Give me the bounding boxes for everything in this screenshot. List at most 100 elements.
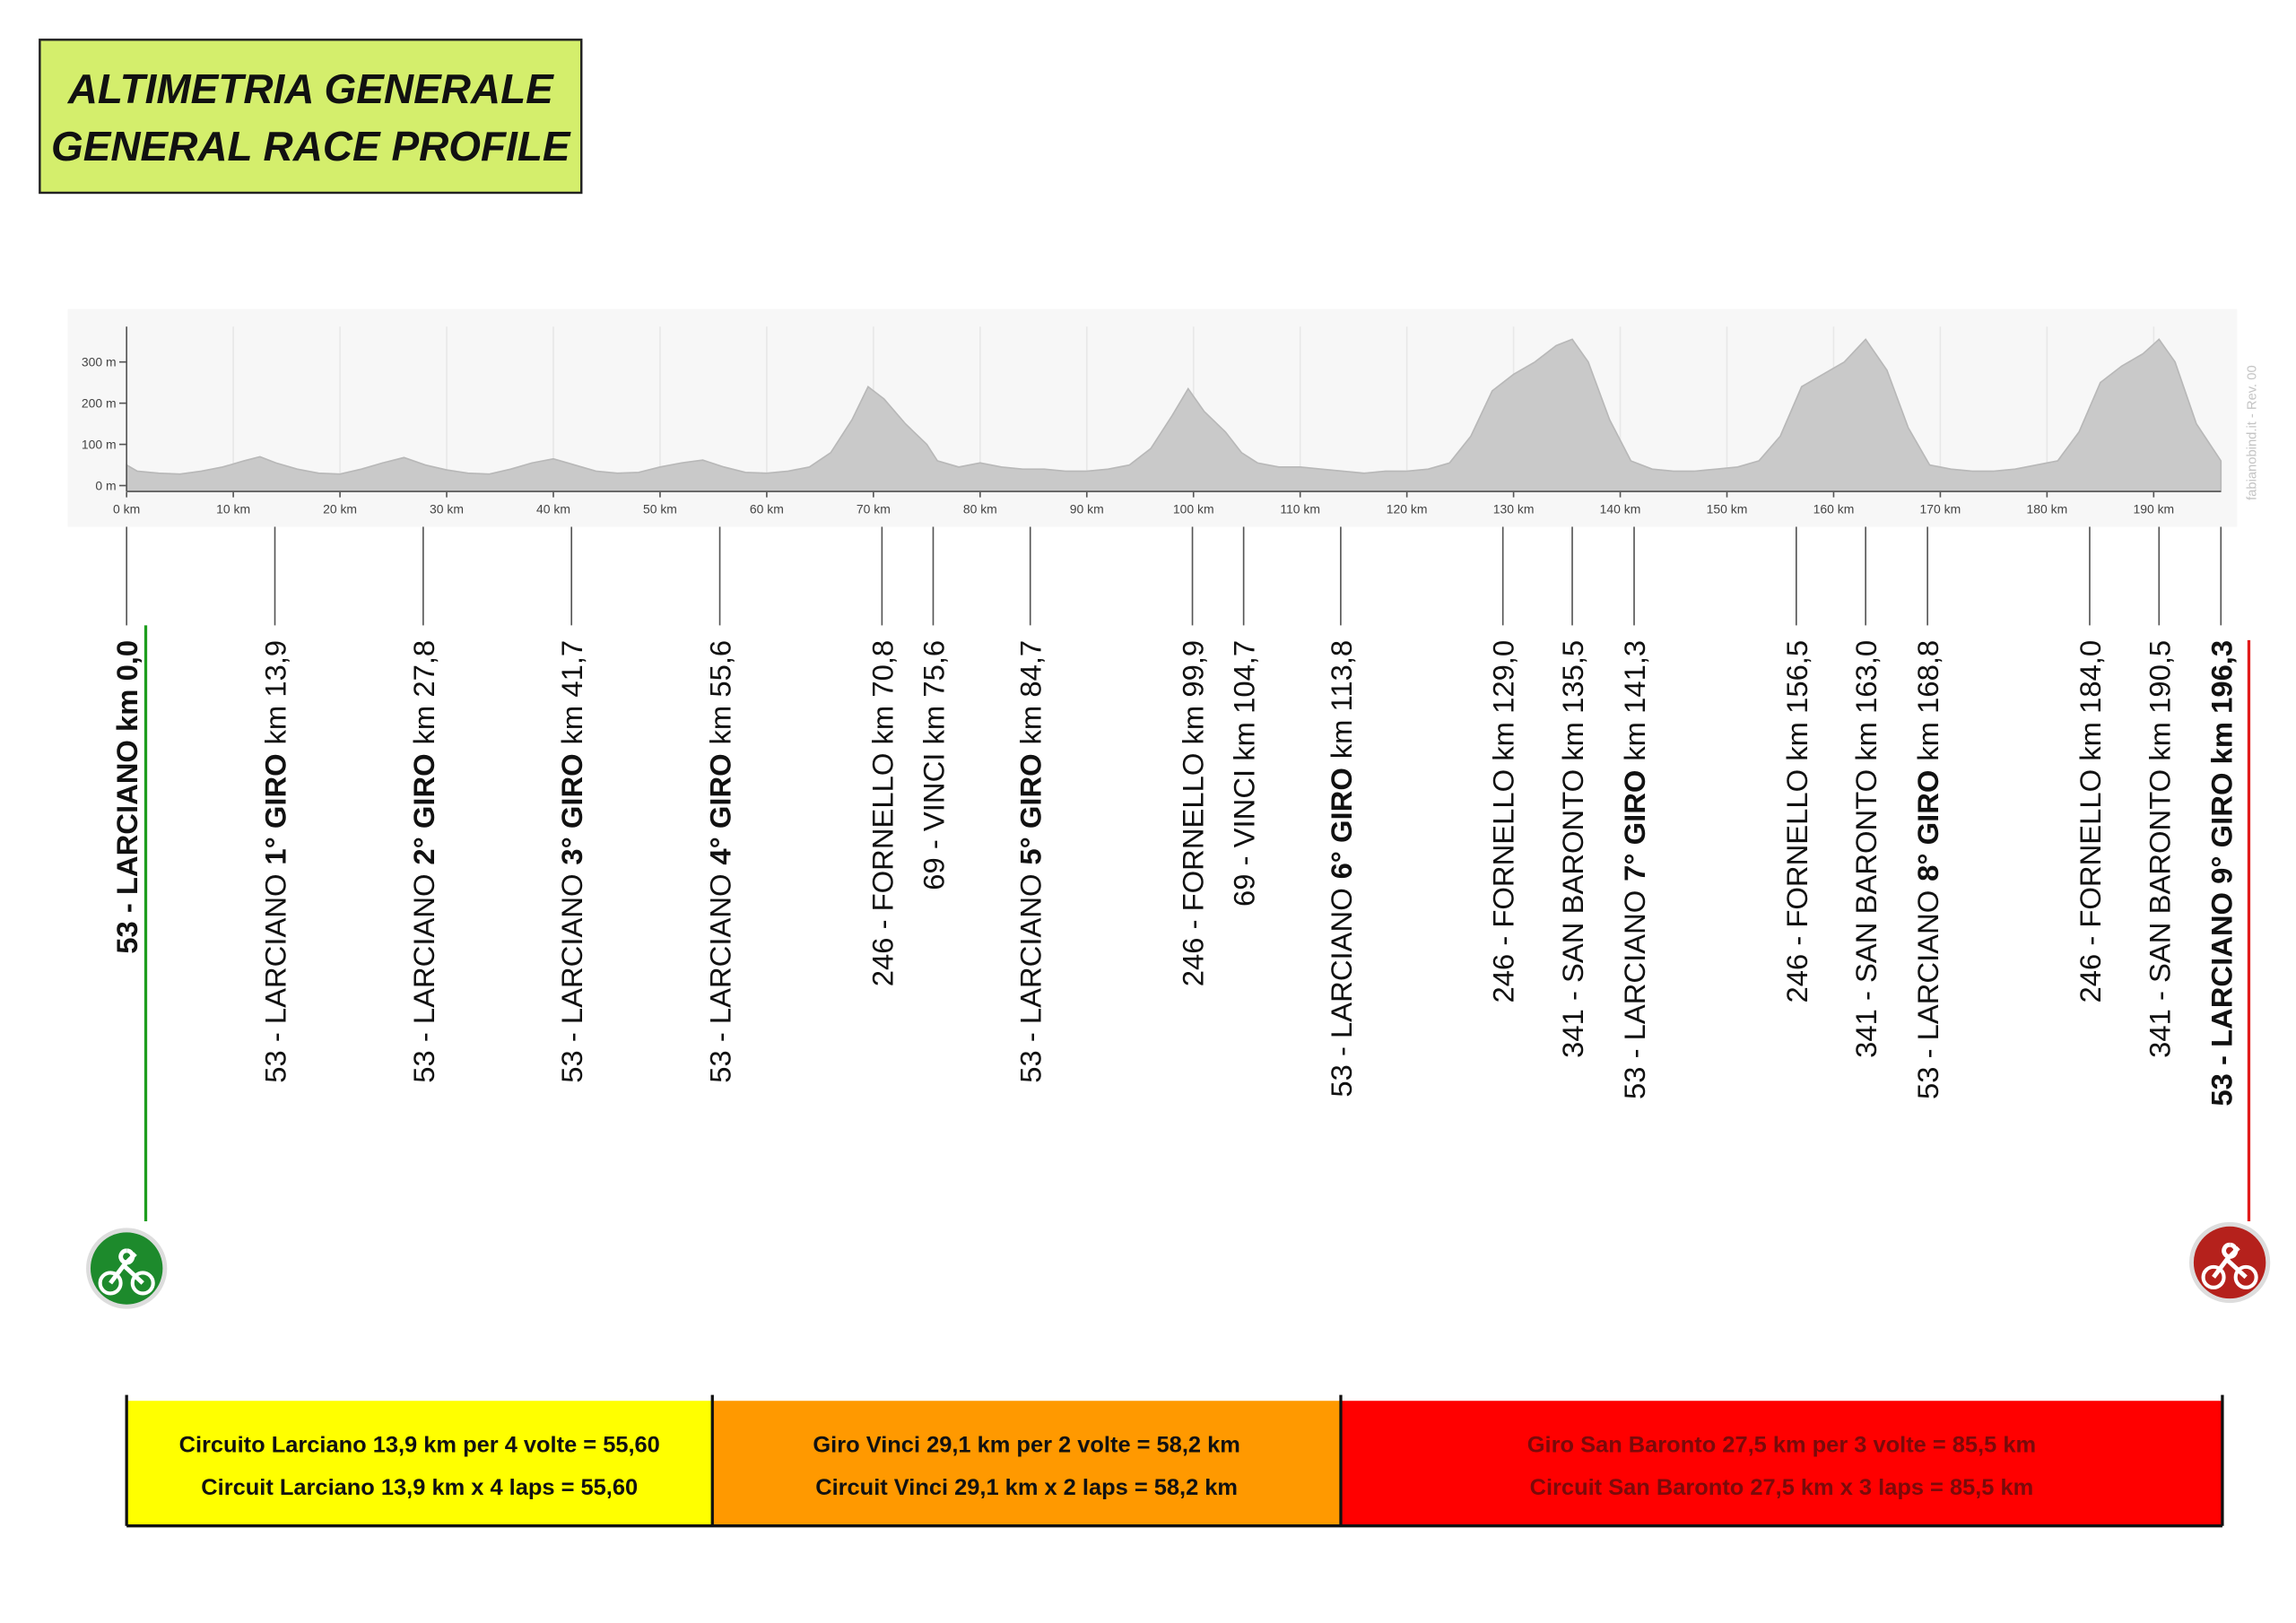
waypoint-label: 53 - LARCIANO 2° GIRO km 27,8 (406, 640, 439, 1083)
waypoint-label-part: km 55,6 (703, 640, 736, 745)
x-tick-label: 100 km (1173, 502, 1214, 516)
waypoint-label-part: 341 - SAN BARONTO km 135,5 (1556, 640, 1589, 1058)
waypoint-label-part: 53 - LARCIANO (1618, 890, 1651, 1099)
circuit-text: Circuito Larciano 13,9 km per 4 volte = … (179, 1433, 660, 1458)
waypoint-label-part: 3° GIRO (555, 753, 588, 864)
waypoint-label: 246 - FORNELLO km 99,9 (1176, 640, 1209, 986)
waypoint-label: 246 - FORNELLO km 70,8 (865, 640, 899, 986)
circuit-text: Circuit San Baronto 27,5 km x 3 laps = 8… (1530, 1475, 2034, 1500)
waypoint-label: 341 - SAN BARONTO km 163,0 (1849, 640, 1883, 1058)
title: ALTIMETRIA GENERALE (67, 65, 554, 112)
circuit-text: Circuit Larciano 13,9 km x 4 laps = 55,6… (201, 1475, 638, 1500)
watermark: fabianobind.it - Rev. 00 (2246, 365, 2260, 500)
start-icon (86, 1228, 168, 1309)
waypoint-label-part: 246 - FORNELLO km 184,0 (2073, 640, 2106, 1003)
circuit-text: Circuit Vinci 29,1 km x 2 laps = 58,2 km (815, 1475, 1238, 1500)
x-tick-label: 120 km (1387, 502, 1428, 516)
y-tick-label: 0 m (95, 478, 116, 492)
x-tick-label: 60 km (750, 502, 784, 516)
x-tick-label: 190 km (2133, 502, 2174, 516)
x-tick-label: 80 km (963, 502, 997, 516)
plot-background (67, 308, 2238, 527)
waypoint-label-part: 341 - SAN BARONTO km 163,0 (1849, 640, 1883, 1058)
waypoint-label: 246 - FORNELLO km 184,0 (2073, 640, 2106, 1003)
waypoint-label-part: 246 - FORNELLO km 99,9 (1176, 640, 1209, 986)
waypoint-label-part: km 84,7 (1013, 640, 1047, 745)
y-tick-label: 200 m (82, 396, 117, 411)
x-tick-label: 20 km (323, 502, 357, 516)
x-tick-label: 130 km (1493, 502, 1535, 516)
waypoint-label: 53 - LARCIANO km 0,0 (110, 640, 144, 954)
waypoint-label: 246 - FORNELLO km 156,5 (1779, 640, 1813, 1003)
x-tick-label: 140 km (1600, 502, 1641, 516)
finish-icon (2188, 1221, 2271, 1304)
waypoint-label: 53 - LARCIANO 8° GIRO km 168,8 (1911, 640, 1944, 1099)
circuit-text: Giro Vinci 29,1 km per 2 volte = 58,2 km (813, 1433, 1239, 1458)
waypoint-label: 341 - SAN BARONTO km 190,5 (2143, 640, 2176, 1058)
waypoints: 53 - LARCIANO km 0,0 53 - LARCIANO 1° GIRO… (110, 526, 2238, 1107)
waypoint-label: 53 - LARCIANO 6° GIRO km 113,8 (1324, 640, 1357, 1098)
x-tick-label: 0 km (113, 502, 140, 516)
waypoint-label-part: 53 - LARCIANO (703, 873, 736, 1082)
waypoint-label-part: 341 - SAN BARONTO km 190,5 (2143, 640, 2176, 1058)
x-tick-label: 90 km (1070, 502, 1104, 516)
waypoint-label-part: 53 - LARCIANO (258, 873, 291, 1082)
waypoint-label-part: km 13,9 (258, 640, 291, 745)
waypoint-label: 69 - VINCI km 104,7 (1227, 640, 1260, 907)
waypoint-label-part: 53 - LARCIANO (406, 873, 439, 1082)
waypoint-label: 53 - LARCIANO 1° GIRO km 13,9 (258, 640, 291, 1083)
waypoint-label-part: 69 - VINCI km 104,7 (1227, 640, 1260, 907)
x-tick-label: 180 km (2027, 502, 2068, 516)
waypoint-label-part: km 113,8 (1324, 640, 1357, 759)
y-tick-label: 300 m (82, 355, 117, 369)
waypoint-label-part: 246 - FORNELLO km 129,0 (1486, 640, 1519, 1003)
circuit-text: Giro San Baronto 27,5 km per 3 volte = 8… (1527, 1433, 2036, 1458)
waypoint-label-part: 53 - LARCIANO (1013, 873, 1047, 1082)
x-tick-label: 150 km (1707, 502, 1748, 516)
x-tick-label: 160 km (1813, 502, 1855, 516)
waypoint-label: 53 - LARCIANO 5° GIRO km 84,7 (1013, 640, 1047, 1083)
x-tick-label: 70 km (857, 502, 891, 516)
waypoint-label-part: 53 - LARCIANO (1324, 888, 1357, 1097)
waypoint-label-part: 53 - LARCIANO (555, 873, 588, 1082)
circuit-box (712, 1401, 1341, 1526)
elevation-area (126, 338, 2222, 492)
title-box (39, 39, 583, 195)
waypoint-label-part: km 41,7 (555, 640, 588, 745)
plot: 0 km 10 km 20 km 30 km 40 km 50 km 60 km 70 km 8… (82, 326, 2222, 516)
title: GENERAL RACE PROFILE (51, 123, 571, 169)
waypoint-label-part: km 168,8 (1911, 640, 1944, 761)
waypoint-label-part: 69 - VINCI km 75,6 (917, 640, 950, 890)
circuit-box (126, 1401, 713, 1526)
x-tick-label: 40 km (536, 502, 570, 516)
waypoint-label-part: 53 - LARCIANO 9° GIRO km 196,3 (2205, 640, 2238, 1107)
waypoint-label-part: 4° GIRO (703, 753, 736, 864)
circuits: Circuito Larciano 13,9 km per 4 volte = … (125, 1394, 2224, 1528)
waypoint-label-part: 2° GIRO (406, 753, 439, 864)
waypoint-label-part: 53 - LARCIANO km 0,0 (110, 640, 144, 954)
x-tick-label: 30 km (430, 502, 464, 516)
waypoint-label-part: 246 - FORNELLO km 156,5 (1779, 640, 1813, 1003)
waypoint-label-part: 6° GIRO (1324, 768, 1357, 879)
waypoint-label-part: 246 - FORNELLO km 70,8 (865, 640, 899, 986)
waypoint-label: 53 - LARCIANO 3° GIRO km 41,7 (555, 640, 588, 1083)
circuit-box (1340, 1401, 2222, 1526)
waypoint-label-part: 5° GIRO (1013, 753, 1047, 864)
x-tick-label: 50 km (643, 502, 677, 516)
waypoint-label-part: 8° GIRO (1911, 770, 1944, 881)
waypoint-label-part: km 27,8 (406, 640, 439, 745)
waypoint-label-part: 53 - LARCIANO (1911, 890, 1944, 1099)
x-tick-label: 170 km (1920, 502, 1961, 516)
waypoint-label-part: km 141,3 (1618, 640, 1651, 761)
waypoint-label-part: 7° GIRO (1618, 770, 1651, 881)
x-tick-label: 110 km (1280, 502, 1320, 516)
waypoint-label: 69 - VINCI km 75,6 (917, 640, 950, 890)
waypoint-label: 246 - FORNELLO km 129,0 (1486, 640, 1519, 1003)
x-tick-label: 10 km (216, 502, 250, 516)
waypoint-label-part: 1° GIRO (258, 753, 291, 864)
waypoint-label: 53 - LARCIANO 7° GIRO km 141,3 (1618, 640, 1651, 1099)
waypoint-label: 53 - LARCIANO 4° GIRO km 55,6 (703, 640, 736, 1083)
waypoint-label: 341 - SAN BARONTO km 135,5 (1556, 640, 1589, 1058)
